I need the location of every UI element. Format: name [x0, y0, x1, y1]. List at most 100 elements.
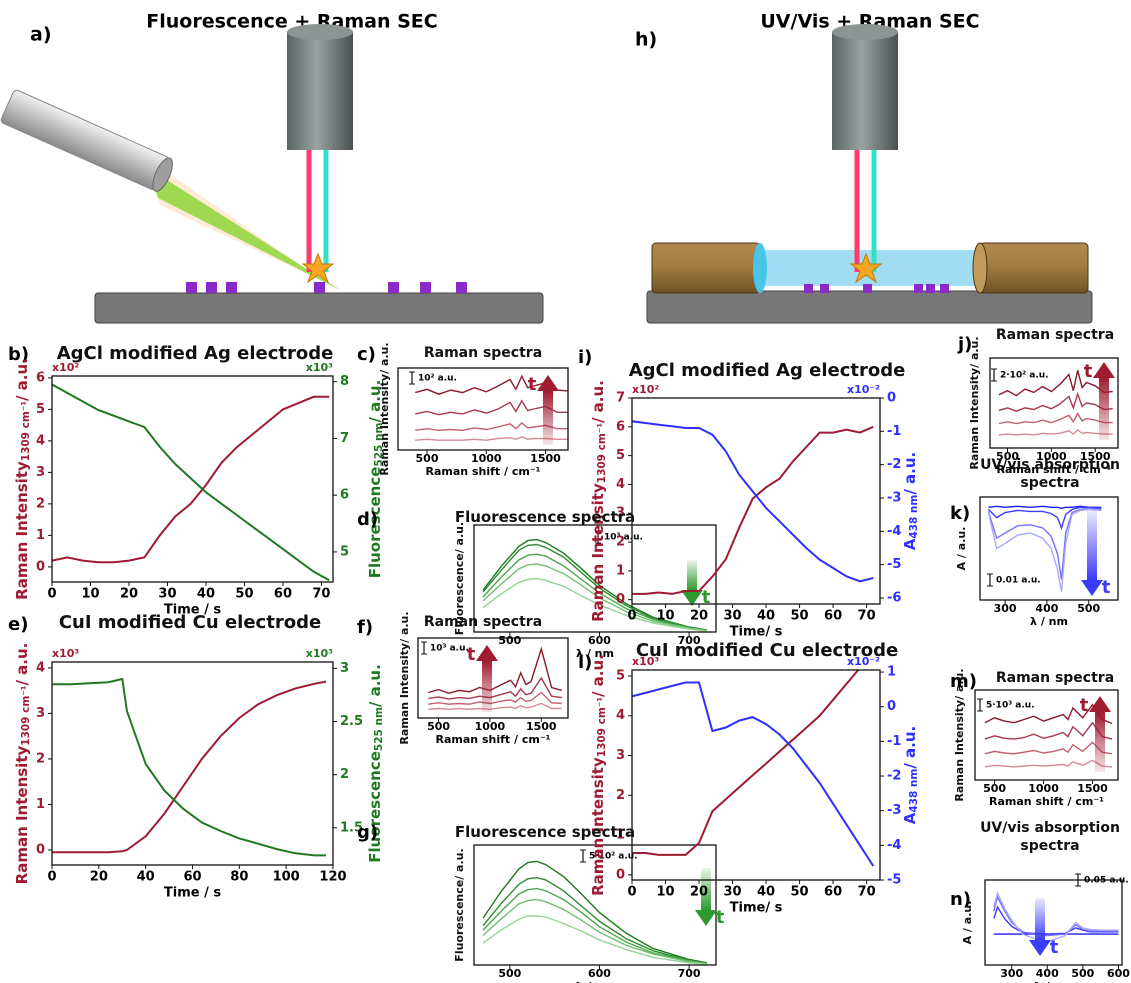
- y-tick-label: 4: [36, 433, 45, 448]
- x-tick-label: 1000: [1028, 782, 1059, 795]
- series-line: [483, 889, 707, 964]
- electrode: [647, 291, 1092, 323]
- particle: [420, 282, 431, 293]
- x-tick-label: 500: [1077, 602, 1100, 615]
- time-arrow-head: [695, 910, 717, 926]
- light-source-end: [753, 243, 767, 293]
- y-tick-label: 6: [36, 370, 45, 385]
- x-axis-label: Raman shift / cm⁻¹: [989, 795, 1104, 808]
- detector-end: [973, 243, 987, 293]
- axis-label: Raman Intensity/ a.u.: [953, 668, 966, 801]
- x-tick-label: 1000: [471, 452, 502, 465]
- y2-tick-label: -1: [887, 424, 901, 439]
- chart-title: Raman spectra: [398, 345, 568, 363]
- particle: [914, 284, 923, 293]
- y2-tick-label: -6: [887, 591, 901, 606]
- x-tick-label: 20: [120, 587, 138, 602]
- y2-tick-label: 0: [887, 391, 896, 406]
- y-tick-label: 0: [36, 842, 45, 857]
- time-arrow-label: t: [1102, 577, 1111, 598]
- axis-label: Raman Intensity/ a.u.: [378, 342, 391, 475]
- time-arrow-shaft: [1095, 712, 1105, 772]
- y-tick-label: 2: [36, 751, 45, 766]
- series-line: [999, 430, 1113, 435]
- time-arrow-head: [476, 645, 498, 661]
- y2-tick-label: -4: [887, 524, 901, 539]
- y-tick-label: 5: [616, 448, 625, 463]
- x-tick-label: 600: [588, 634, 611, 647]
- time-arrow-shaft: [482, 661, 492, 712]
- y-tick-label: 3: [36, 465, 45, 480]
- page: Spectroelectrochemistry figure body { ma…: [0, 0, 1131, 983]
- x-tick-label: 20: [690, 609, 708, 624]
- light-source: [652, 243, 760, 293]
- series-line: [52, 682, 326, 853]
- y-tick-label: 1: [36, 797, 45, 812]
- axis-label: A438 nm/ a.u.: [901, 726, 921, 825]
- y2-tick-label: -3: [887, 803, 901, 818]
- y2-tick-label: -4: [887, 838, 901, 853]
- scale-bar-label: 0.05 a.u.: [1084, 876, 1129, 886]
- time-arrow-label: t: [467, 644, 476, 665]
- y2-tick-label: -3: [887, 491, 901, 506]
- particle: [456, 282, 467, 293]
- fiber-body: [0, 89, 170, 191]
- x-tick-label: 70: [858, 885, 876, 900]
- x-axis-label: λ / nm: [1030, 615, 1068, 628]
- x-tick-label: 1000: [475, 720, 506, 733]
- particle: [804, 284, 813, 293]
- x-tick-label: 40: [757, 885, 775, 900]
- x-tick-label: 500: [983, 782, 1006, 795]
- y-tick-label: 0: [616, 592, 625, 607]
- series-line: [999, 394, 1113, 411]
- x-tick-label: 0: [627, 885, 636, 900]
- time-arrow-shaft: [543, 391, 553, 445]
- objective: [832, 32, 898, 150]
- time-arrow-label: t: [1084, 361, 1093, 382]
- x-tick-label: 500: [427, 720, 450, 733]
- panel-label: d): [357, 509, 378, 530]
- series-line: [52, 679, 326, 855]
- y2-tick-label: 6: [340, 488, 349, 503]
- series-line: [52, 397, 329, 562]
- x-tick-label: 0: [47, 587, 56, 602]
- x-tick-label: 60: [824, 609, 842, 624]
- chart-title: CuI modified Cu electrode: [30, 612, 350, 635]
- panel-label: c): [357, 344, 376, 365]
- particle: [206, 282, 217, 293]
- x-tick-label: 600: [1107, 967, 1130, 980]
- y2-tick-label: 0: [887, 699, 896, 714]
- x-tick-label: 400: [1036, 967, 1059, 980]
- x-tick-label: 50: [791, 885, 809, 900]
- y-multiplier: x10³: [52, 647, 79, 660]
- chart-title: CuI modified Cu electrode: [612, 640, 922, 663]
- axis-label: Raman Intensity1309 cm⁻¹/ a.u.: [589, 654, 609, 896]
- time-arrow-label: t: [528, 374, 537, 395]
- series-line: [999, 414, 1113, 424]
- series-line: [632, 427, 873, 594]
- axis-label-sub: 438 nm: [908, 769, 920, 813]
- time-arrow-head: [537, 375, 559, 391]
- x-axis-label: Time / s: [164, 886, 221, 901]
- panel-label: a): [30, 24, 52, 46]
- y-tick-label: 5: [36, 402, 45, 417]
- particle: [388, 282, 399, 293]
- y-tick-label: 4: [36, 660, 45, 675]
- y2-multiplier: x10³: [306, 647, 333, 660]
- y-tick-label: 2: [616, 535, 625, 550]
- x-tick-label: 30: [723, 609, 741, 624]
- plot-frame: [52, 662, 333, 865]
- particle: [940, 284, 949, 293]
- scale-bar-label: 2·10² a.u.: [1000, 371, 1049, 381]
- x-tick-label: 70: [858, 609, 876, 624]
- particles: [186, 282, 467, 293]
- x-tick-label: 10: [656, 609, 674, 624]
- axis-label-sub: 1309 cm⁻¹: [20, 685, 32, 746]
- x-axis-label: Raman shift / cm⁻¹: [426, 465, 541, 478]
- y2-tick-label: 1: [887, 665, 896, 680]
- x-tick-label: 40: [137, 870, 155, 885]
- y2-tick-label: -1: [887, 734, 901, 749]
- chart-title: UV/vis absorption spectra: [975, 457, 1125, 492]
- chart-title: Fluorescence spectra: [425, 823, 665, 842]
- x-tick-label: 30: [158, 587, 176, 602]
